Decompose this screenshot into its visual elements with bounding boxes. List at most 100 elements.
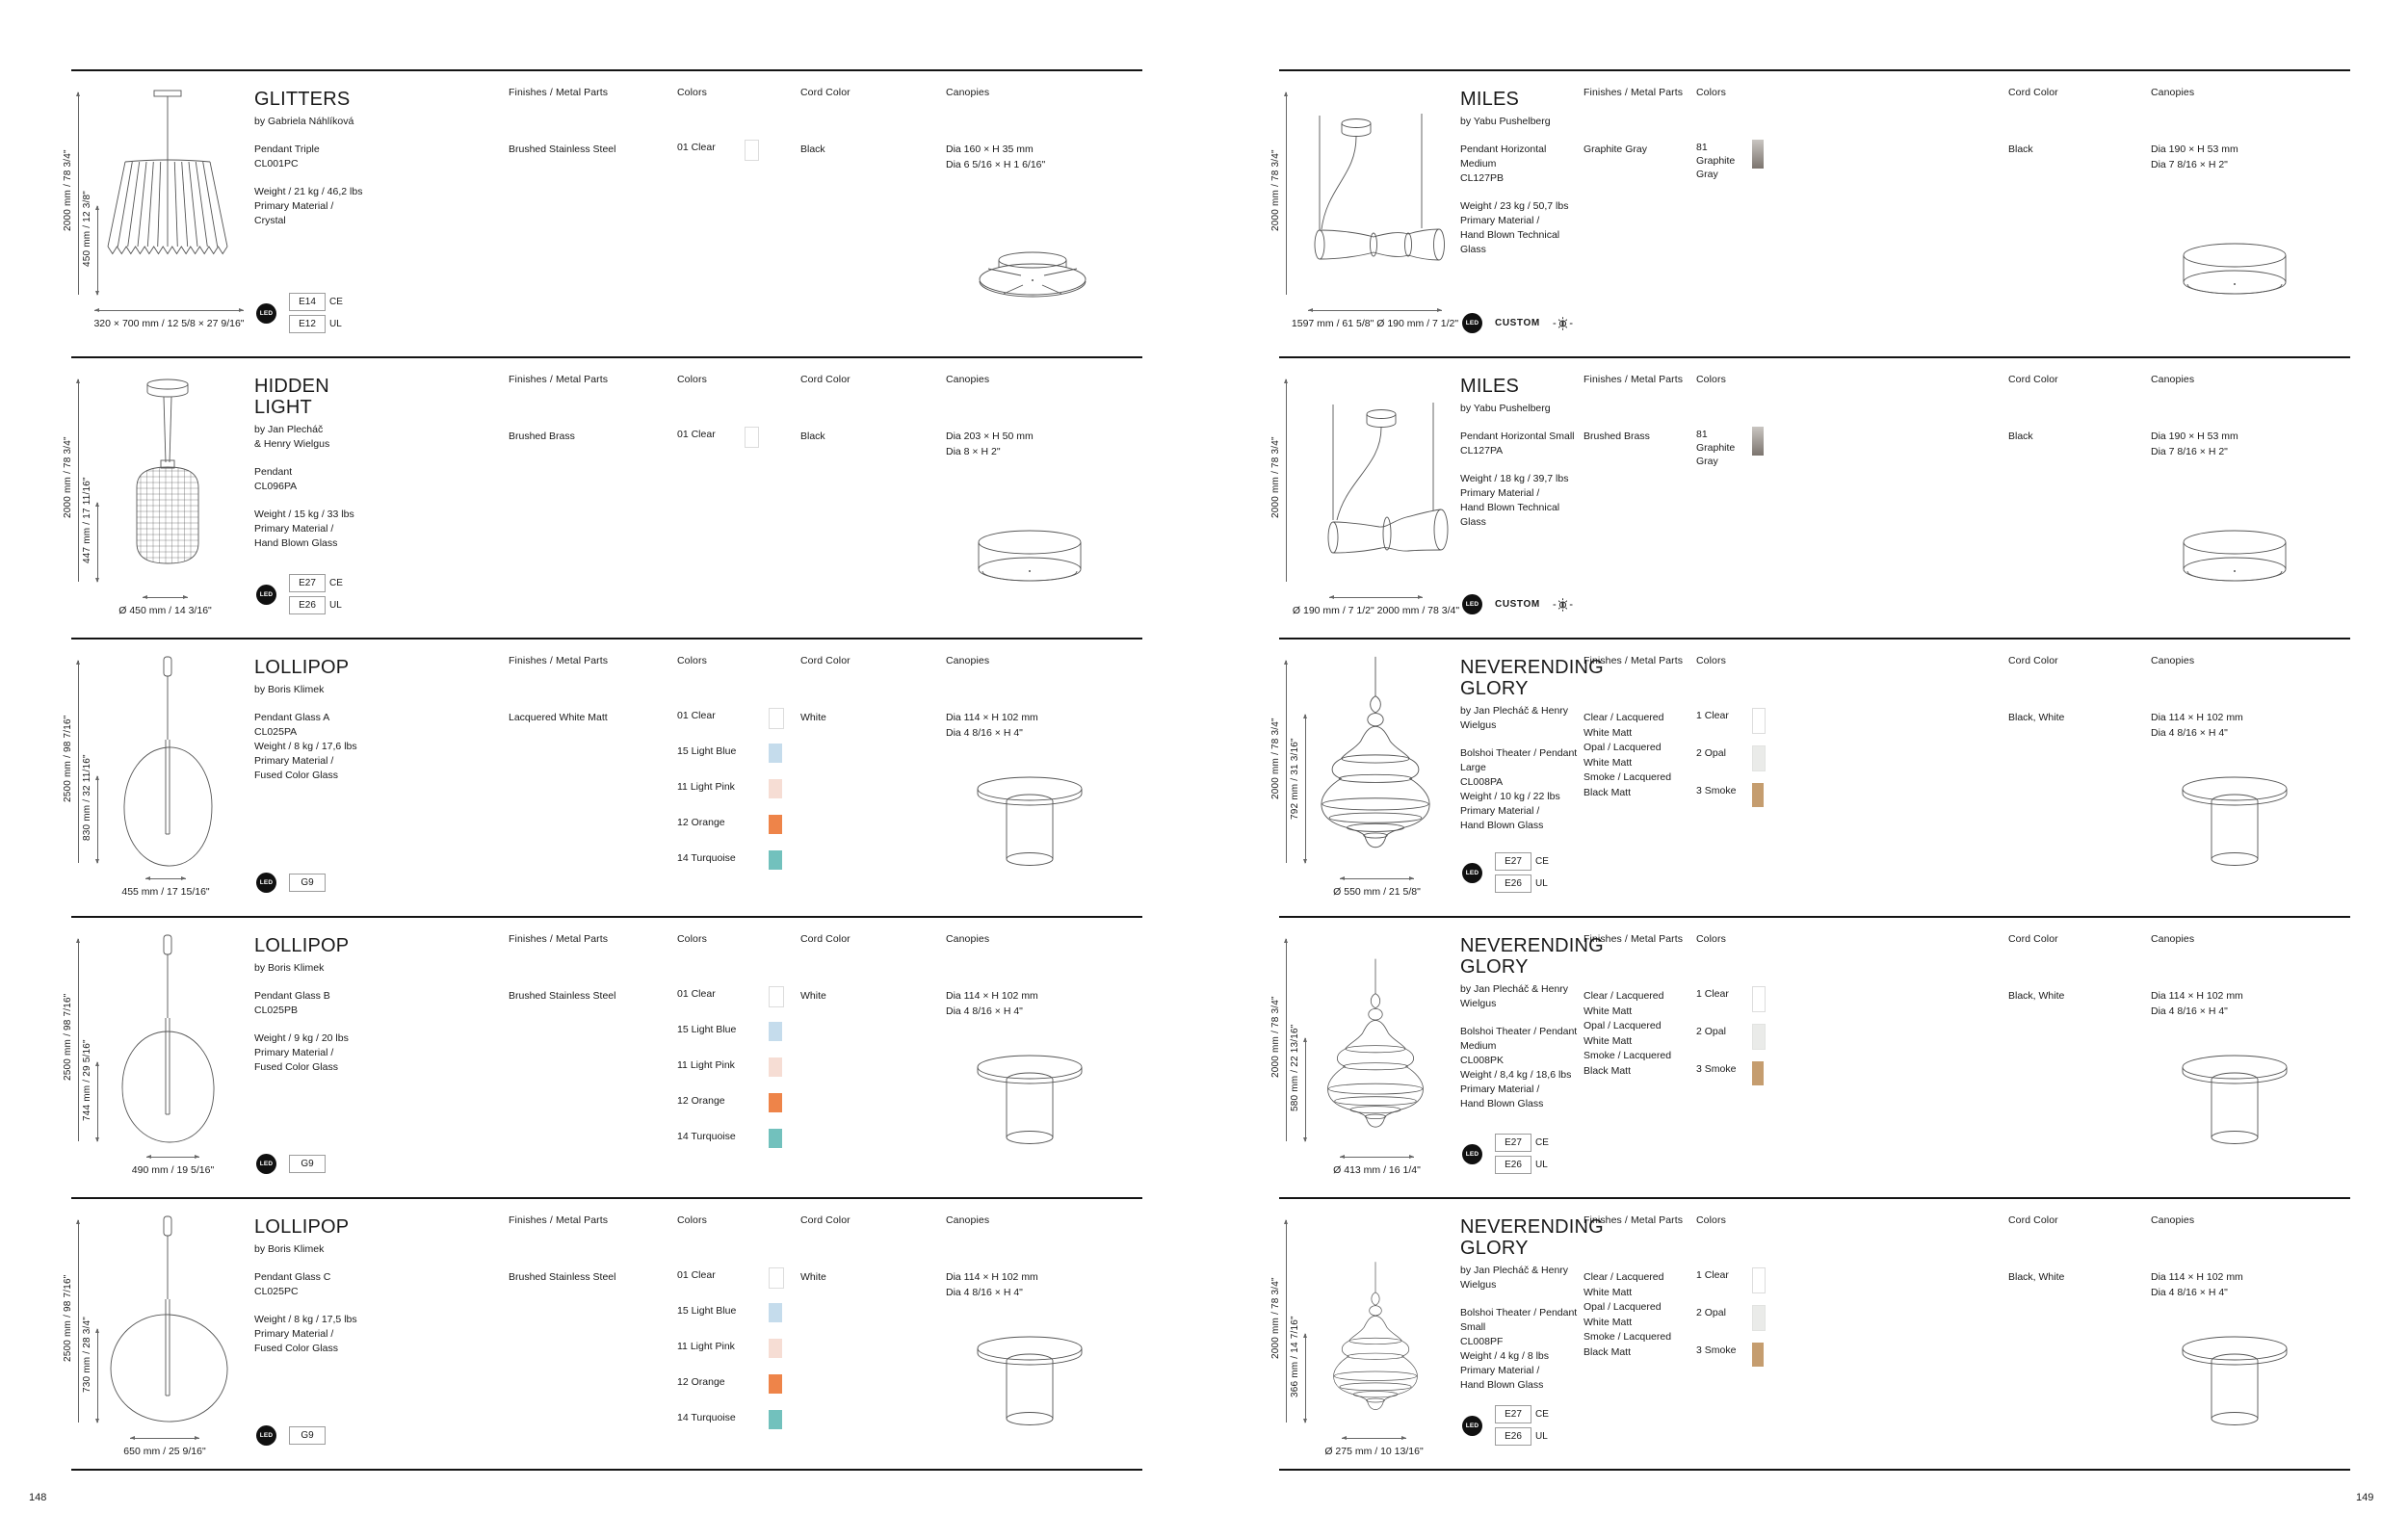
- color-swatch: [769, 779, 782, 798]
- product-designer: by Jan Plecháč & Henry Wielgus: [1460, 983, 1569, 1009]
- color-label: 15 Light Blue: [677, 745, 737, 757]
- color-label: 12 Orange: [677, 817, 725, 828]
- color-option: 11 Light Pink: [677, 1057, 786, 1078]
- socket-type-box: G9: [289, 1155, 326, 1173]
- color-swatch: [769, 1057, 782, 1077]
- up-arrowhead-icon: [94, 502, 99, 507]
- product-description: Pendant Glass A CL025PA Weight / 8 kg / …: [254, 712, 357, 781]
- color-label: 3 Smoke: [1696, 785, 1737, 796]
- socket-type-box: E27: [1495, 1134, 1531, 1152]
- socket-cert-list: E27 CE E26 UL: [1495, 1405, 1549, 1446]
- product-designer: by Jan Plecháč & Henry Wielgus: [254, 424, 330, 450]
- cert-mark-label: UL: [1535, 878, 1548, 889]
- drum-canopy-drawing: [2180, 524, 2290, 591]
- miles-horizontal-small-drawing: [1287, 374, 1460, 581]
- color-swatch: [745, 140, 759, 161]
- up-arrowhead-icon: [75, 938, 80, 943]
- right-arrowhead-icon: [1409, 875, 1414, 880]
- cert-mark-label: CE: [329, 297, 343, 307]
- color-swatch: [1752, 1267, 1766, 1293]
- product-info-block: GLITTERS by Gabriela Náhlíková Pendant Tri…: [254, 89, 423, 228]
- socket-type-box: G9: [289, 874, 326, 892]
- product-info-block: NEVERENDING GLORY by Jan Plecháč & Henry …: [1460, 935, 1605, 1111]
- product-row: Finishes / Metal Parts Colors Cord Color Ca…: [63, 356, 1142, 638]
- color-option: 12 Orange: [677, 1374, 786, 1395]
- colors-list: 81 Graphite Gray: [1696, 140, 1767, 180]
- up-arrowhead-icon: [1283, 660, 1288, 665]
- socket-cert-line: G9: [289, 1155, 326, 1173]
- finishes-value: Brushed Brass: [509, 431, 575, 442]
- column-header-cord-color: Cord Color: [800, 933, 851, 945]
- colors-list: 01 Clear 15 Light Blue 11 Light Pink 12 Ora…: [677, 986, 786, 1149]
- up-arrowhead-icon: [75, 660, 80, 665]
- up-arrowhead-icon: [75, 91, 80, 96]
- column-header-finishes: Finishes / Metal Parts: [509, 655, 609, 666]
- canopy-dimensions: Dia 114 × H 102 mm Dia 4 8/16 × H 4": [2151, 1271, 2243, 1298]
- column-header-finishes: Finishes / Metal Parts: [509, 87, 609, 98]
- certification-badges: LED G9: [256, 1425, 326, 1446]
- color-label: 01 Clear: [677, 142, 716, 153]
- led-badge: LED: [1462, 1143, 1482, 1164]
- product-description: Weight / 15 kg / 33 lbs Primary Material…: [254, 509, 354, 549]
- column-header-canopies: Canopies: [2151, 655, 2195, 666]
- canopy-dimensions: Dia 114 × H 102 mm Dia 4 8/16 × H 4": [2151, 990, 2243, 1017]
- finishes-value: Brushed Stainless Steel: [509, 1271, 616, 1283]
- product-description: Pendant Glass B CL025PB: [254, 990, 330, 1016]
- color-option: 12 Orange: [677, 1093, 786, 1113]
- socket-cert-line: E27 CE: [1495, 1405, 1549, 1423]
- column-header-colors: Colors: [677, 87, 707, 98]
- product-row: Finishes / Metal Parts Colors Cord Color Ca…: [63, 69, 1142, 356]
- width-dimension-label: Ø 413 mm / 16 1/4": [1333, 1164, 1421, 1176]
- certification-badges: LED G9: [256, 873, 326, 893]
- cord-color-value: Black, White: [2008, 990, 2065, 1002]
- socket-type-box: E27: [1495, 852, 1531, 871]
- cylinder-canopy-drawing: [975, 1332, 1085, 1434]
- socket-cert-line: E14 CE: [289, 293, 343, 311]
- left-arrowhead-icon: [145, 875, 150, 880]
- socket-cert-line: E27 CE: [289, 574, 343, 592]
- product-designer: by Jan Plecháč & Henry Wielgus: [1460, 1265, 1569, 1291]
- color-swatch: [769, 744, 782, 763]
- socket-type-box: G9: [289, 1426, 326, 1445]
- cylinder-canopy-drawing: [2180, 1332, 2290, 1434]
- left-arrowhead-icon: [1308, 307, 1313, 312]
- color-label: 01 Clear: [677, 429, 716, 440]
- canopy-dimensions: Dia 114 × H 102 mm Dia 4 8/16 × H 4": [2151, 712, 2243, 739]
- product-description: Pendant Triple CL001PC: [254, 144, 320, 170]
- up-arrowhead-icon: [75, 378, 80, 383]
- color-label: 81 Graphite Gray: [1696, 429, 1736, 467]
- column-header-canopies: Canopies: [946, 655, 990, 666]
- product-designer: by Gabriela Náhlíková: [254, 116, 354, 127]
- cord-color-value: Black, White: [2008, 1271, 2065, 1283]
- color-label: 01 Clear: [677, 710, 716, 721]
- led-badge: LED: [256, 584, 276, 605]
- color-label: 12 Orange: [677, 1095, 725, 1107]
- product-title: NEVERENDING GLORY: [1460, 657, 1604, 699]
- column-header-cord-color: Cord Color: [2008, 1214, 2058, 1226]
- right-arrowhead-icon: [195, 1435, 199, 1440]
- product-info-block: MILES by Yabu Pushelberg Pendant Horizonta…: [1460, 89, 1605, 257]
- neverending-glory-pendant-drawing: [1294, 1214, 1457, 1426]
- product-description: Pendant CL096PA: [254, 466, 298, 492]
- color-option: 01 Clear: [677, 140, 761, 161]
- dimension-line: [78, 92, 79, 295]
- product-designer: by Boris Klimek: [254, 684, 325, 695]
- color-option: 81 Graphite Gray: [1696, 427, 1767, 467]
- cord-color-value: Black: [800, 144, 825, 155]
- column-header-canopies: Canopies: [2151, 87, 2195, 98]
- product-description: Pendant Horizontal Small CL127PA: [1460, 431, 1575, 457]
- colors-list: 01 Clear 15 Light Blue 11 Light Pink 12 Ora…: [677, 1267, 786, 1430]
- color-swatch: [1752, 1305, 1766, 1331]
- down-arrowhead-icon: [1302, 1137, 1307, 1142]
- miles-horizontal-medium-drawing: [1287, 87, 1460, 294]
- neverending-glory-pendant-drawing: [1294, 933, 1457, 1145]
- socket-cert-list: G9: [289, 874, 326, 892]
- color-label: 15 Light Blue: [677, 1024, 737, 1035]
- column-header-finishes: Finishes / Metal Parts: [509, 933, 609, 945]
- up-arrowhead-icon: [1283, 1219, 1288, 1224]
- socket-cert-list: E27 CE E26 UL: [1495, 1134, 1549, 1174]
- width-dimension-label: 455 mm / 17 15/16": [121, 886, 210, 898]
- socket-cert-list: G9: [289, 1426, 326, 1445]
- product-title: LOLLIPOP: [254, 657, 350, 678]
- color-option: 14 Turquoise: [677, 1129, 786, 1149]
